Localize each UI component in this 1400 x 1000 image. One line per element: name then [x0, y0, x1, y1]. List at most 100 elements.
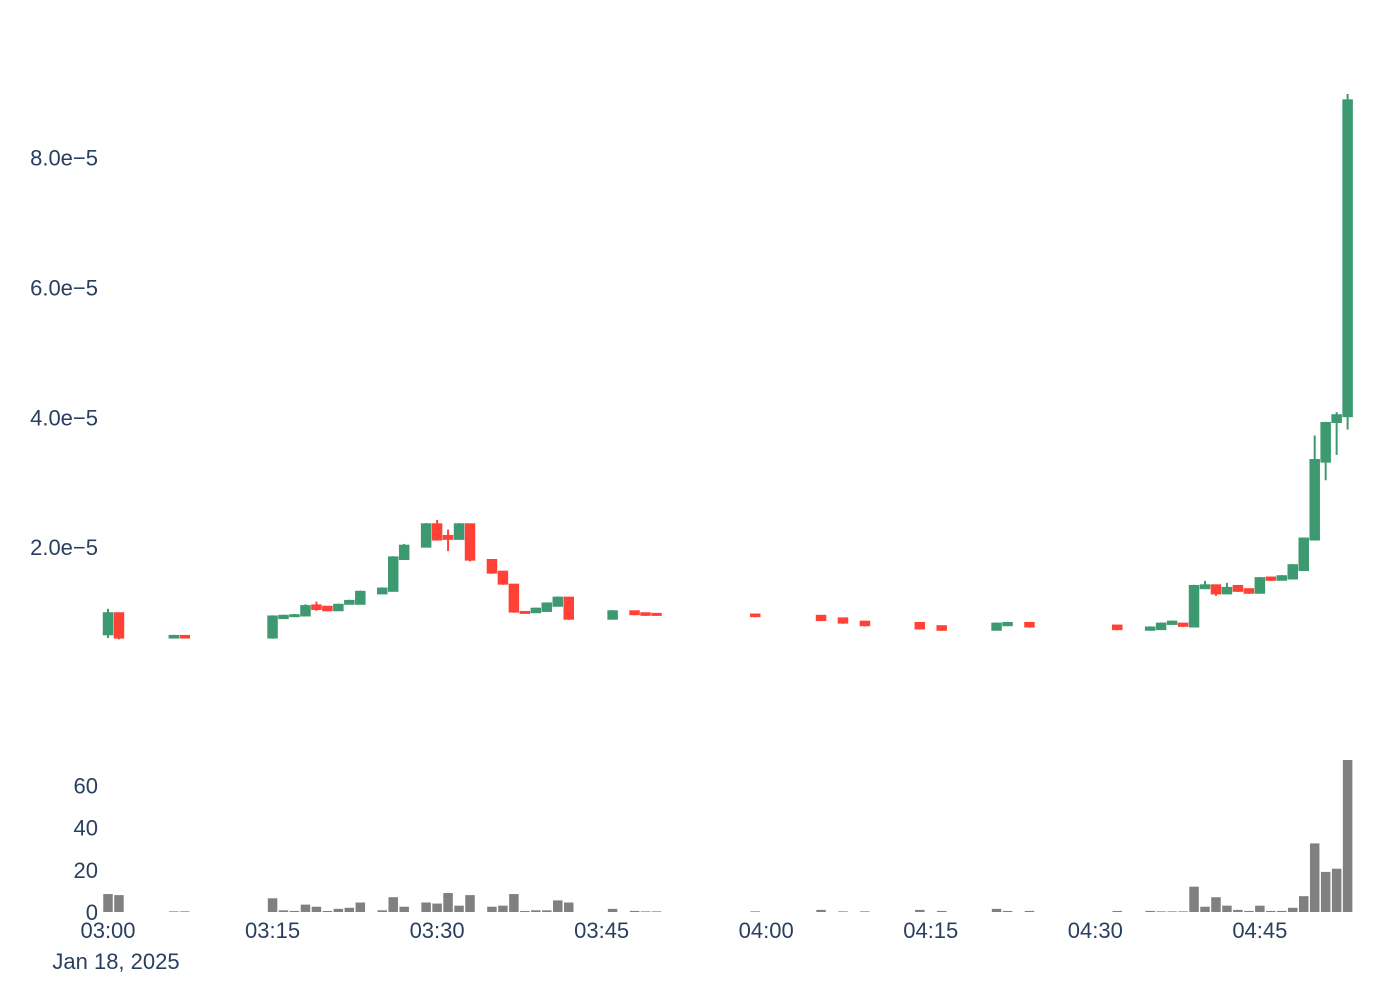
- candle: [1342, 94, 1353, 430]
- candle: [453, 523, 465, 540]
- candle: [387, 556, 399, 592]
- candle: [486, 558, 498, 574]
- volume-bar: [1145, 910, 1155, 912]
- candle: [1166, 620, 1178, 625]
- candle: [936, 625, 947, 631]
- volume-bar: [169, 911, 179, 912]
- candle: [442, 529, 454, 552]
- candle: [508, 583, 520, 613]
- candle: [398, 543, 410, 560]
- candle-body: [1287, 564, 1299, 580]
- candle: [267, 615, 278, 639]
- volume-panel: [103, 760, 1353, 912]
- candle-body: [322, 605, 333, 612]
- candle: [322, 605, 333, 612]
- candle-body: [113, 612, 125, 639]
- volume-axis: 0 20 40 60: [74, 773, 98, 925]
- volume-bar: [607, 908, 618, 912]
- candle: [355, 590, 366, 605]
- volume-bar: [1167, 911, 1177, 912]
- candle: [278, 614, 289, 620]
- candle-body: [541, 602, 553, 612]
- time-tick-label: 04:00: [739, 918, 794, 943]
- volume-bar: [278, 910, 289, 912]
- candle-body: [519, 610, 531, 614]
- candle: [815, 614, 827, 622]
- volume-bar: [1244, 910, 1254, 912]
- candle: [640, 612, 651, 616]
- volume-bar: [180, 911, 190, 912]
- candle: [1309, 435, 1320, 541]
- time-tick-label: 04:15: [903, 918, 958, 943]
- candle-body: [1199, 584, 1211, 590]
- candle-body: [651, 612, 662, 616]
- candle: [1155, 622, 1167, 631]
- volume-bar: [1156, 911, 1166, 912]
- candle-body: [1254, 577, 1266, 594]
- candle: [1243, 588, 1255, 594]
- candle-body: [1265, 576, 1277, 581]
- candle: [552, 596, 564, 607]
- candle: [563, 596, 574, 620]
- price-tick-label: 6.0e−5: [30, 275, 98, 300]
- volume-bar: [1178, 911, 1188, 912]
- candle-body: [497, 570, 509, 585]
- time-tick-label: 03:15: [245, 918, 300, 943]
- volume-bar: [563, 902, 574, 912]
- candle-body: [1155, 622, 1167, 631]
- volume-bar: [1233, 909, 1243, 912]
- volume-bar: [750, 911, 760, 912]
- candle: [914, 621, 926, 630]
- candle-body: [420, 523, 432, 548]
- candle: [1002, 621, 1013, 627]
- volume-bar: [377, 910, 387, 912]
- volume-bar: [1222, 905, 1232, 912]
- candle-body: [377, 587, 388, 595]
- candle: [311, 601, 322, 611]
- candle-body: [267, 615, 278, 639]
- candle-body: [102, 612, 114, 636]
- volume-bar: [1298, 896, 1309, 912]
- candle: [377, 587, 388, 595]
- candle-body: [1221, 586, 1233, 595]
- time-tick-label: 04:45: [1232, 918, 1287, 943]
- candle-body: [1002, 621, 1013, 627]
- candle: [1188, 584, 1200, 628]
- candle-body: [278, 614, 289, 620]
- candle-body: [1232, 584, 1244, 592]
- volume-bar: [1211, 897, 1221, 912]
- volume-bar: [1024, 910, 1035, 912]
- volume-bar: [498, 905, 508, 912]
- candle: [837, 617, 849, 624]
- volume-bar: [1309, 843, 1320, 912]
- volume-bar: [531, 910, 541, 912]
- volume-bar: [322, 910, 333, 912]
- volume-bar: [344, 907, 355, 912]
- time-tick-label: 04:30: [1068, 918, 1123, 943]
- candle-body: [431, 523, 443, 541]
- candle-body: [168, 634, 180, 639]
- volume-bar: [432, 903, 442, 912]
- candle: [289, 614, 300, 618]
- candle: [1111, 624, 1123, 631]
- candle: [1232, 584, 1244, 592]
- volume-bar: [640, 911, 651, 912]
- volume-bar: [487, 906, 497, 912]
- volume-bar: [1320, 871, 1331, 912]
- candle-body: [387, 556, 399, 592]
- volume-bar: [267, 898, 278, 912]
- time-axis: Jan 18, 2025 03:00 03:15 03:30 03:45 04:00 04…: [52, 918, 1287, 974]
- volume-bar: [1255, 905, 1265, 912]
- candle: [300, 604, 311, 617]
- candle-body: [859, 620, 871, 627]
- volume-bar: [1277, 910, 1287, 912]
- volume-bar: [333, 908, 344, 912]
- volume-bar: [542, 910, 552, 912]
- candle-body: [530, 607, 542, 614]
- date-label: Jan 18, 2025: [52, 949, 179, 974]
- candle-body: [563, 596, 574, 620]
- price-tick-label: 8.0e−5: [30, 146, 98, 171]
- candle-body: [300, 605, 311, 617]
- price-tick-label: 4.0e−5: [30, 405, 98, 430]
